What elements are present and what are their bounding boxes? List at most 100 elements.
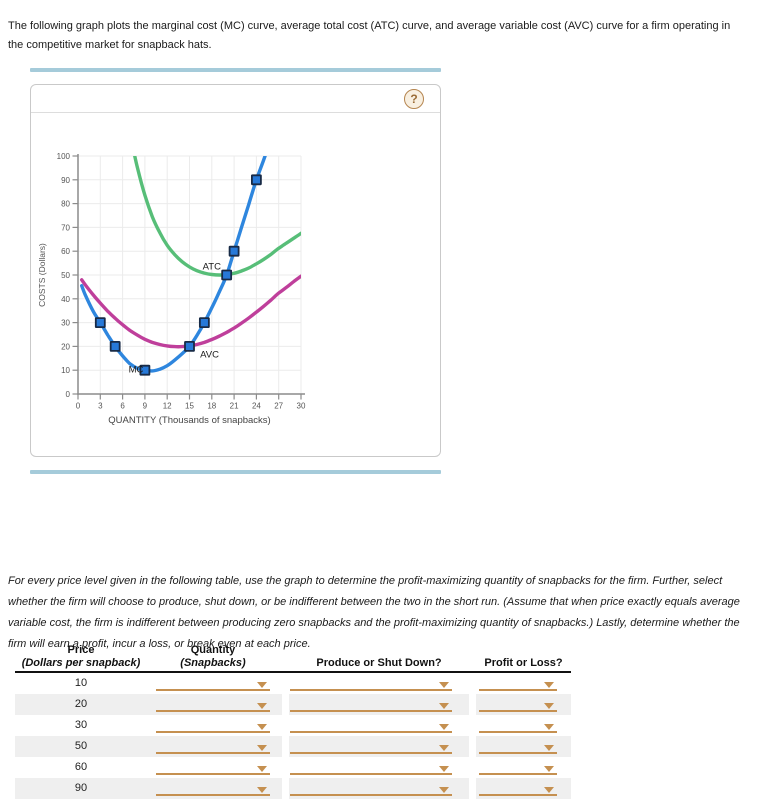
y-tick-label: 10 — [61, 366, 70, 375]
segment-gap — [469, 694, 476, 715]
atc-curve-label: ATC — [203, 261, 221, 272]
quantity-dropdown[interactable] — [156, 721, 270, 733]
row-segment-price-quantity: 90 — [15, 778, 282, 799]
produce-or-shutdown-dropdown[interactable] — [290, 700, 452, 712]
chevron-down-icon — [439, 703, 449, 709]
row-segment-price-quantity: 10 — [15, 673, 282, 694]
atc-curve — [133, 156, 301, 277]
row-segment-profit — [476, 736, 571, 757]
produce-or-shutdown-dropdown[interactable] — [290, 784, 452, 796]
y-tick-label: 100 — [57, 152, 71, 161]
table-row: 20 — [15, 694, 571, 715]
x-tick-label: 12 — [163, 402, 172, 411]
y-tick-label: 40 — [61, 295, 70, 304]
chevron-down-icon — [257, 745, 267, 751]
quantity-dropdown[interactable] — [156, 700, 270, 712]
y-tick-label: 30 — [61, 319, 70, 328]
avc-curve-label: AVC — [200, 350, 219, 361]
table-row: 50 — [15, 736, 571, 757]
chevron-down-icon — [544, 766, 554, 772]
segment-gap — [469, 673, 476, 694]
chevron-down-icon — [544, 703, 554, 709]
table-row: 90 — [15, 778, 571, 799]
top-divider-bar — [30, 68, 441, 72]
price-value: 60 — [74, 761, 88, 773]
chevron-down-icon — [439, 682, 449, 688]
x-tick-label: 18 — [207, 402, 216, 411]
segment-gap — [282, 757, 289, 778]
quantity-header-line1: Quantity — [190, 644, 236, 656]
price-value: 10 — [74, 677, 88, 689]
segment-gap — [282, 778, 289, 799]
row-segment-profit — [476, 757, 571, 778]
row-segment-price-quantity: 50 — [15, 736, 282, 757]
profit-or-loss-dropdown[interactable] — [479, 784, 557, 796]
chevron-down-icon — [439, 766, 449, 772]
avc-curve — [80, 274, 301, 349]
curve-point-marker — [139, 364, 151, 376]
table-row: 60 — [15, 757, 571, 778]
quantity-dropdown[interactable] — [156, 763, 270, 775]
segment-gap — [469, 757, 476, 778]
curve-point-marker — [228, 245, 240, 257]
curve-point-marker — [94, 317, 106, 329]
column-header-quantity: Quantity (Snapbacks) — [156, 644, 270, 670]
bottom-divider-bar — [30, 470, 441, 474]
y-tick-label: 80 — [61, 200, 70, 209]
y-tick-label: 50 — [61, 271, 70, 280]
row-segment-produce — [289, 736, 469, 757]
y-axis-title: COSTS (Dollars) — [37, 243, 47, 307]
price-header-line1: Price — [67, 644, 95, 656]
x-tick-label: 24 — [252, 402, 261, 411]
row-segment-produce — [289, 778, 469, 799]
curve-point-marker — [109, 340, 121, 352]
row-segment-profit — [476, 778, 571, 799]
x-tick-label: 30 — [297, 402, 306, 411]
x-tick-label: 27 — [274, 402, 283, 411]
row-segment-price-quantity: 60 — [15, 757, 282, 778]
quantity-dropdown[interactable] — [156, 742, 270, 754]
quantity-dropdown[interactable] — [156, 784, 270, 796]
chevron-down-icon — [439, 724, 449, 730]
mc-curve-label: MC — [129, 365, 144, 376]
y-tick-label: 70 — [61, 223, 70, 232]
x-tick-label: 3 — [98, 402, 103, 411]
profit-or-loss-dropdown[interactable] — [479, 763, 557, 775]
help-icon[interactable]: ? — [404, 89, 424, 109]
segment-gap — [469, 715, 476, 736]
column-header-produce: Produce or Shut Down? — [316, 657, 442, 669]
produce-or-shutdown-dropdown[interactable] — [290, 721, 452, 733]
row-segment-profit — [476, 673, 571, 694]
x-tick-label: 9 — [143, 402, 148, 411]
y-tick-label: 60 — [61, 247, 70, 256]
chevron-down-icon — [257, 724, 267, 730]
chevron-down-icon — [544, 724, 554, 730]
profit-or-loss-dropdown[interactable] — [479, 700, 557, 712]
price-header-line2: (Dollars per snapback) — [21, 657, 141, 669]
price-table: Price (Dollars per snapback) Quantity (S… — [15, 644, 571, 799]
row-segment-produce — [289, 673, 469, 694]
produce-or-shutdown-dropdown[interactable] — [290, 679, 452, 691]
produce-or-shutdown-dropdown[interactable] — [290, 763, 452, 775]
price-table-body: 10 20 30 — [15, 673, 571, 799]
table-row: 30 — [15, 715, 571, 736]
x-tick-label: 15 — [185, 402, 194, 411]
profit-or-loss-dropdown[interactable] — [479, 742, 557, 754]
chevron-down-icon — [439, 745, 449, 751]
profit-or-loss-dropdown[interactable] — [479, 679, 557, 691]
curve-point-marker — [250, 174, 262, 186]
graph-panel-header: ? — [31, 85, 440, 113]
price-value: 20 — [74, 698, 88, 710]
profit-or-loss-dropdown[interactable] — [479, 721, 557, 733]
gridlines — [78, 155, 302, 394]
segment-gap — [282, 715, 289, 736]
segment-gap — [469, 736, 476, 757]
mc-curve — [80, 156, 267, 373]
column-header-price: Price (Dollars per snapback) — [15, 644, 147, 670]
produce-or-shutdown-dropdown[interactable] — [290, 742, 452, 754]
price-value: 30 — [74, 719, 88, 731]
y-tick-label: 90 — [61, 176, 70, 185]
quantity-dropdown[interactable] — [156, 679, 270, 691]
quantity-header-line2: (Snapbacks) — [180, 657, 246, 669]
row-segment-profit — [476, 694, 571, 715]
